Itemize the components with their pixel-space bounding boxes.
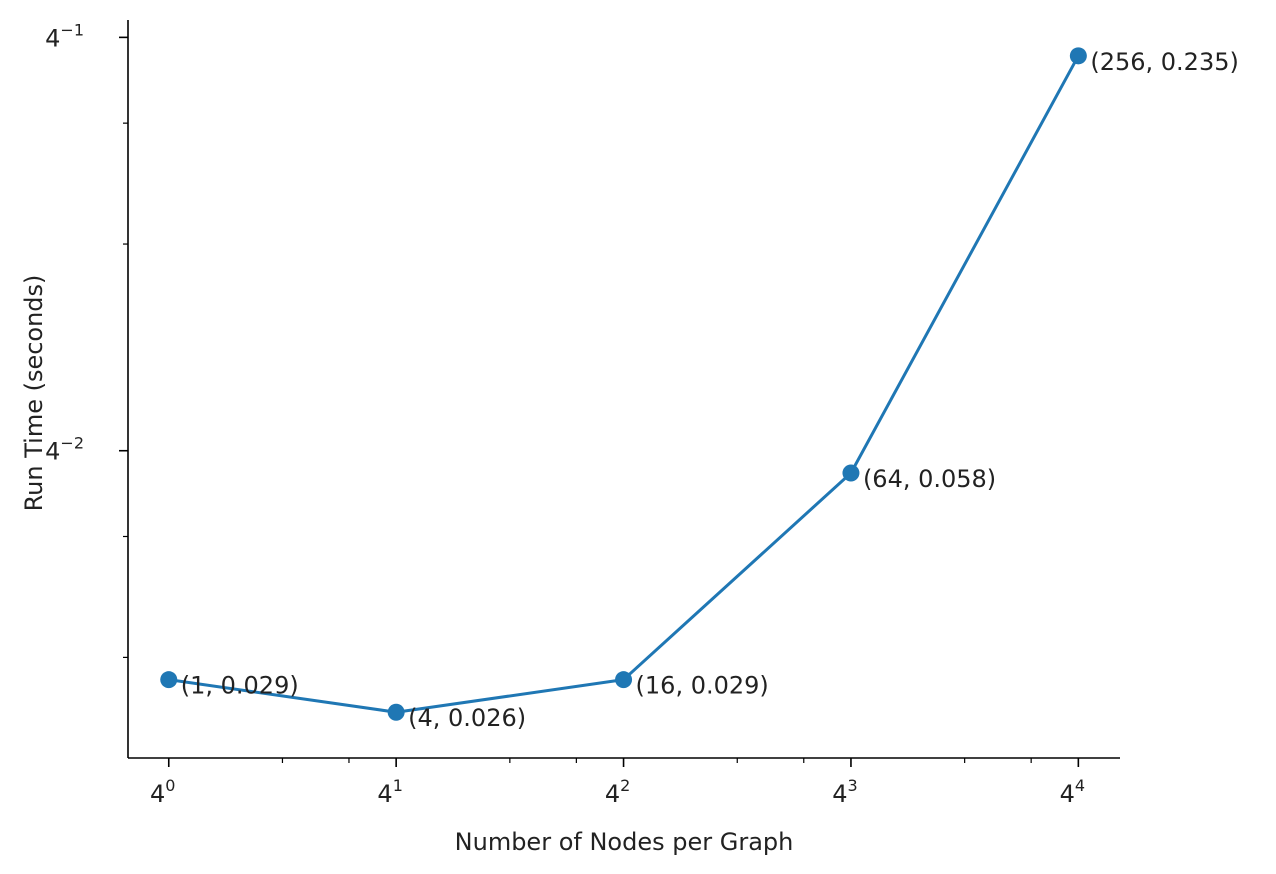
- x-tick-label-base: 4: [150, 780, 165, 808]
- data-point-label: (1, 0.029): [181, 672, 299, 700]
- series-line: [168, 55, 1080, 714]
- x-tick-label-exponent: 4: [1075, 776, 1085, 795]
- data-point-label: (256, 0.235): [1090, 48, 1239, 76]
- x-tick-label-base: 4: [377, 780, 392, 808]
- data-point-label: (16, 0.029): [636, 672, 769, 700]
- y-tick-label-base: 4: [45, 24, 60, 52]
- ticks: 40 41 42 43 444−24−1: [45, 20, 1085, 808]
- x-tick-label-base: 4: [1060, 780, 1075, 808]
- data-point: [160, 671, 178, 689]
- x-tick-label: 41: [377, 776, 402, 808]
- x-axis-label: Number of Nodes per Graph: [455, 828, 794, 856]
- x-tick-label-exponent: 2: [620, 776, 630, 795]
- data-point-label: (64, 0.058): [863, 465, 996, 493]
- series: (1, 0.029) (4, 0.026) (16, 0.029) (64, 0.05…: [160, 47, 1239, 732]
- data-point-label: (4, 0.026): [408, 704, 526, 732]
- y-tick-label: 4−2: [45, 434, 84, 466]
- data-point: [842, 464, 860, 482]
- y-tick-label-base: 4: [45, 438, 60, 466]
- data-point: [1069, 47, 1087, 65]
- data-point: [615, 671, 633, 689]
- axes: [127, 20, 1120, 759]
- y-axis-label: Run Time (seconds): [20, 275, 48, 512]
- x-tick-label: 43: [832, 776, 857, 808]
- x-tick-label-base: 4: [605, 780, 620, 808]
- x-tick-label: 44: [1060, 776, 1085, 808]
- x-tick-label: 40: [150, 776, 175, 808]
- x-tick-label: 42: [605, 776, 630, 808]
- data-point: [387, 703, 405, 721]
- x-tick-label-exponent: 1: [393, 776, 403, 795]
- y-tick-label-exponent: −1: [60, 20, 84, 39]
- x-tick-label-exponent: 3: [847, 776, 857, 795]
- y-tick-label: 4−1: [45, 20, 84, 52]
- y-tick-label-exponent: −2: [60, 434, 84, 453]
- x-tick-label-exponent: 0: [165, 776, 175, 795]
- x-tick-label-base: 4: [832, 780, 847, 808]
